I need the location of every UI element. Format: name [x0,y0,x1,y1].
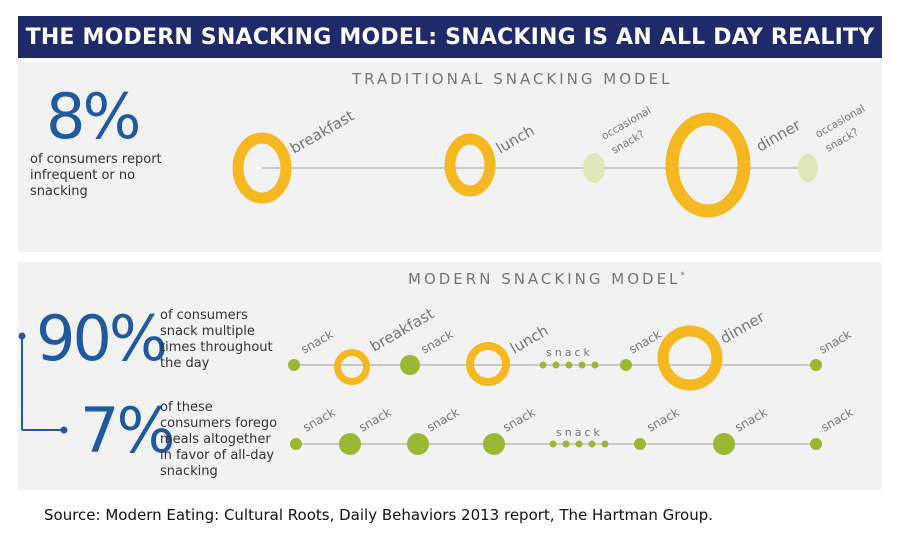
traditional-desc-line: of consumers report [30,152,162,167]
modern-desc-sub-line: consumers forego [160,416,278,431]
source-citation: Source: Modern Eating: Cultural Roots, D… [44,506,714,524]
snack-mini-dot [588,440,596,448]
lunch-ring [466,342,510,386]
snack-label: snack [819,405,856,435]
modern-stat-main: 90% [36,302,168,375]
snack-mini-dot [601,440,609,448]
traditional-description: of consumers report infrequent or no sna… [30,152,162,200]
modern-desc-sub-line: in favor of all-day [160,448,275,463]
snack-spaced-label: snack [556,426,603,439]
modern-desc-main-line: snack multiple [160,324,255,339]
snack-dot [288,359,300,371]
snack-label: snack [733,405,770,435]
modern-stat-sub: 7% [80,394,175,467]
snack-label: snack [301,405,338,435]
modern-desc-main-line: times throughout [160,340,273,355]
traditional-heading: TRADITIONAL SNACKING MODEL [352,70,673,88]
modern-heading-mark: * [680,271,685,281]
snack-dot [400,355,420,375]
modern-desc-sub-line: of these [160,400,213,415]
modern-heading: MODERN SNACKING MODEL* [408,270,685,288]
breakfast-label: breakfast [287,106,357,157]
snack-label: snack [357,405,394,435]
snack-mini-dot [549,440,557,448]
snack-mini-dot [565,361,573,369]
dinner-label: dinner [753,115,804,155]
occasional-snack-dot [583,153,605,183]
modern-panel [18,262,882,490]
snack-mini-dot [575,440,583,448]
lunch-label: lunch [493,121,537,157]
snack-dot [634,438,646,450]
snack-dot [339,433,361,455]
snack-dot [810,359,822,371]
bracket-dot [18,332,26,340]
snack-label: snack [419,327,456,357]
breakfast-ring [334,349,370,385]
snack-dot [290,438,302,450]
snack-dot [483,433,505,455]
snack-mini-dot [562,440,570,448]
snack-label: snack [299,327,336,357]
traditional-desc-line: infrequent or no [30,168,136,183]
modern-desc-main: of consumers snack multiple times throug… [160,308,273,372]
modern-desc-sub-line: snacking [160,464,218,479]
snack-mini-dot [539,361,547,369]
snack-label: snack [817,327,854,357]
snack-label: snack [645,405,682,435]
occasional-snack-dot [798,154,818,182]
dinner-ring [657,325,723,391]
snack-dot [407,433,429,455]
lunch-ring [444,133,496,197]
breakfast-ring [232,132,292,204]
dinner-label: dinner [717,307,768,347]
snack-mini-dot [552,361,560,369]
bracket-dot [60,426,68,434]
snack-mini-dot [578,361,586,369]
modern-desc-sub: of these consumers forego meals altogeth… [160,400,277,480]
modern-heading-text: MODERN SNACKING MODEL [408,270,681,288]
traditional-desc-line: snacking [30,184,88,199]
snack-dot [713,433,735,455]
dinner-ring [665,112,751,218]
modern-desc-main-line: of consumers [160,308,248,323]
snack-dot [620,359,632,371]
modern-desc-main-line: the day [160,356,210,371]
lunch-label: lunch [507,321,551,357]
snack-mini-dot [591,361,599,369]
modern-desc-sub-line: meals altogether [160,432,271,447]
snack-dot [810,438,822,450]
snack-label: snack [501,405,538,435]
traditional-stat: 8% [46,80,141,153]
title-banner: THE MODERN SNACKING MODEL: SNACKING IS A… [18,16,882,58]
snack-label: snack [425,405,462,435]
snack-spaced-label: snack [546,346,593,359]
